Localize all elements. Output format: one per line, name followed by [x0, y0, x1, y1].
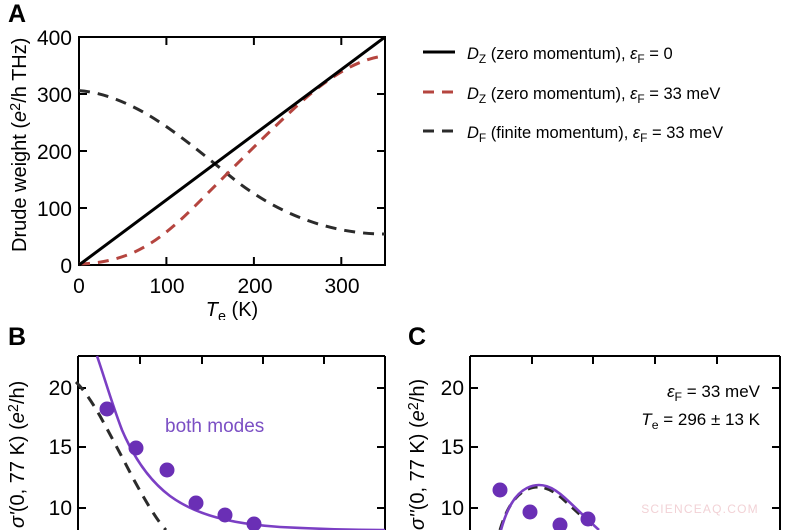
panel-c-annotation-electron-temperature: Te = 296 ± 13 K: [641, 410, 760, 432]
panel-label-b: B: [8, 323, 27, 351]
panel-a-legend: DZ (zero momentum), εF = 0 DZ (zero mome…: [423, 45, 723, 145]
panel-b-y-axis-title: σ'(0, 77 K) (e2/h): [6, 381, 29, 528]
panel-a-curve-df-finite-momentum: [78, 89, 386, 236]
panel-b-plot: σ'(0, 77 K) (e2/h) 20 15 10: [6, 355, 386, 530]
panel-c-axes-frame: [469, 355, 781, 530]
data-point: [552, 517, 568, 530]
data-point: [492, 482, 508, 498]
panel-a-plot: Drude weight (e2/h THz) 400 300 200 100 …: [8, 27, 723, 320]
panel-b-ytick-10: 10: [49, 497, 72, 520]
panel-a-x-ticks: [165, 37, 343, 265]
panel-a-xtick-100: 100: [149, 275, 184, 298]
panel-c-ytick-10: 10: [441, 497, 464, 520]
panel-b-ytick-15: 15: [49, 436, 72, 459]
panel-c-plot: σ''(0, 77 K) (e2/h) 20 15 10: [406, 355, 781, 530]
panel-a-ytick-100: 100: [37, 198, 72, 221]
panel-b-axes-frame: [77, 355, 386, 530]
panel-a-ytick-200: 200: [37, 141, 72, 164]
panel-a-xtick-200: 200: [237, 275, 272, 298]
data-point: [217, 507, 233, 523]
panel-c-x-ticks: [531, 356, 718, 364]
panel-a-curve-dz-zero-ef: [78, 35, 386, 267]
panel-b-annotation-both-modes: both modes: [165, 416, 264, 437]
legend-item-0-label: DZ (zero momentum), εF = 0: [467, 45, 673, 66]
panel-c-annotation-fermi-energy: εF = 33 meV: [667, 382, 761, 404]
panel-c-ytick-15: 15: [441, 436, 464, 459]
panel-b-x-ticks: [139, 356, 325, 364]
panel-b-data-points: [99, 401, 262, 530]
panel-a-curve-dz-33mev: [78, 54, 386, 266]
panel-c-y-ticks: [470, 387, 780, 509]
panel-c-ytick-20: 20: [441, 377, 464, 400]
panel-a-y-axis-title: Drude weight (e2/h THz): [8, 38, 31, 252]
panel-b-curve-single-mode: [74, 380, 168, 530]
data-point: [128, 440, 144, 456]
panel-b-ytick-20: 20: [49, 377, 72, 400]
data-point: [580, 511, 596, 527]
panel-c-y-axis-title: σ''(0, 77 K) (e2/h): [406, 379, 429, 530]
panel-label-a: A: [8, 0, 27, 28]
legend-item-1-label: DZ (zero momentum), εF = 33 meV: [467, 85, 720, 106]
panel-c-data-points: [492, 482, 596, 530]
data-point: [99, 401, 115, 417]
data-point: [159, 462, 175, 478]
panel-a-xtick-0: 0: [73, 275, 85, 298]
panel-a-x-axis-title: Te (K): [206, 299, 258, 320]
panel-b-curve-both-modes: [95, 355, 386, 530]
watermark-text: SCIENCEAQ.COM: [641, 502, 759, 516]
panel-c-curve-single-mode: [498, 485, 599, 530]
panel-a-ytick-400: 400: [37, 27, 72, 50]
panel-a-ytick-0: 0: [60, 255, 72, 278]
data-point: [522, 504, 538, 520]
legend-item-2-label: DF (finite momentum), εF = 33 meV: [467, 124, 723, 145]
panel-a-y-ticks: [79, 93, 385, 209]
panel-a-ytick-300: 300: [37, 84, 72, 107]
data-point: [188, 495, 204, 511]
panel-label-c: C: [408, 323, 427, 351]
panel-a-xtick-300: 300: [324, 275, 359, 298]
panel-b-y-ticks: [78, 387, 385, 509]
data-point: [246, 516, 262, 530]
